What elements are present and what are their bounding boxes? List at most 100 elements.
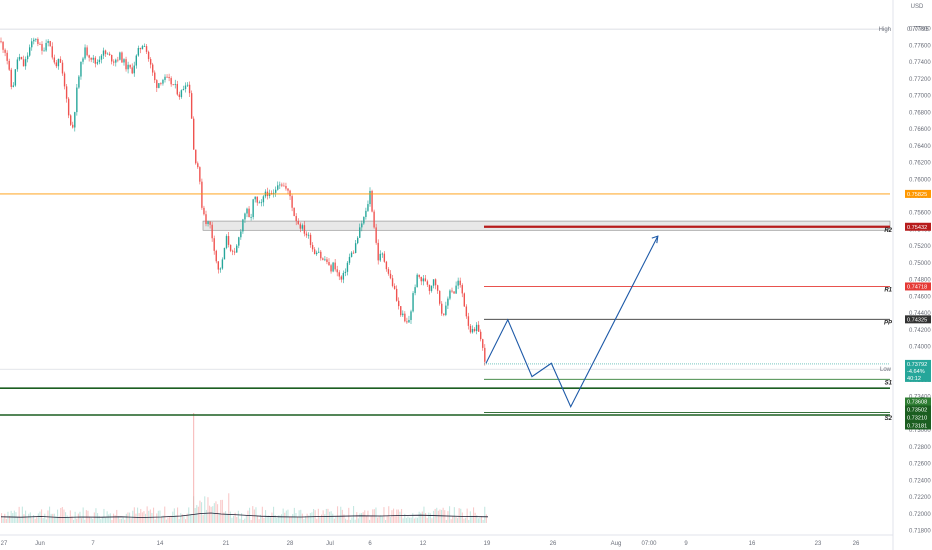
candle-body	[426, 281, 429, 285]
x-tick-label: 28	[287, 541, 294, 547]
candle-body	[197, 163, 199, 168]
volume-bar	[73, 519, 75, 523]
volume-bar	[346, 519, 348, 523]
candle-body	[477, 324, 480, 332]
volume-bar	[356, 512, 358, 523]
volume-bar	[425, 512, 427, 523]
candle-body	[26, 55, 29, 60]
volume-bar	[201, 502, 203, 523]
volume-bar	[125, 513, 127, 523]
candle-body	[51, 46, 53, 58]
last-price-countdown: 40:12	[907, 376, 921, 382]
volume-bars	[0, 413, 489, 523]
candle-body	[55, 62, 58, 67]
volume-bar	[26, 517, 28, 523]
volume-bar	[20, 518, 22, 523]
candle-body	[404, 313, 406, 322]
volume-bar	[156, 513, 158, 523]
level-tag	[905, 315, 931, 324]
candle-body	[441, 303, 443, 314]
volume-bar	[229, 511, 231, 523]
volume-bar	[383, 507, 385, 523]
candle-body	[182, 89, 185, 91]
candle-body	[143, 46, 146, 47]
volume-bar	[1, 513, 3, 523]
y-tick-label: 0.72400	[909, 478, 931, 484]
volume-bar	[394, 515, 396, 523]
volume-bar	[409, 517, 411, 523]
volume-bar	[252, 506, 254, 523]
candle-body	[139, 48, 142, 50]
volume-bar	[151, 512, 153, 523]
volume-bar	[2, 518, 4, 523]
volume-bar	[153, 507, 155, 523]
y-tick-label: 0.77800	[909, 27, 931, 33]
volume-bar	[197, 506, 199, 523]
candle-body	[357, 237, 359, 244]
volume-bar	[133, 507, 135, 523]
candle-body	[453, 291, 455, 294]
candle-body	[354, 243, 357, 253]
y-tick-label: 0.72200	[909, 495, 931, 501]
volume-ma-line	[0, 512, 489, 518]
candle-body	[72, 124, 74, 128]
x-tick-label: 12	[420, 541, 427, 547]
volume-bar	[361, 513, 363, 523]
candle-body	[12, 85, 14, 87]
candle-body	[14, 69, 17, 86]
candle-body	[6, 52, 8, 61]
candle-body	[287, 188, 289, 191]
candle-body	[16, 59, 19, 70]
volume-bar	[124, 519, 126, 523]
volume-bar	[279, 515, 281, 523]
candle-body	[279, 184, 281, 186]
candle-body	[262, 196, 265, 203]
volume-bar	[330, 511, 332, 523]
volume-bar	[447, 511, 449, 523]
volume-bar	[452, 516, 454, 523]
volume-bar	[305, 516, 307, 523]
candle-body	[211, 224, 213, 239]
x-tick-label: Jul	[326, 541, 334, 547]
candle-body	[238, 237, 240, 246]
level-tag-text: 0.74718	[907, 284, 927, 290]
volume-bar	[428, 512, 430, 523]
candle-body	[443, 313, 445, 315]
volume-bar	[21, 506, 23, 523]
volume-bar	[445, 519, 447, 523]
time-axis[interactable]: 27 Jun 7 14 21 28 Jul 6 12 19 26 Aug 07:00 9 16 23 26	[0, 534, 893, 547]
candle-body	[457, 280, 459, 286]
price-axis[interactable]: USD 0.77800 0.77600 0.77400 0.77200 0.77000 0.…	[879, 0, 932, 550]
volume-bar	[263, 517, 265, 523]
candle-body	[410, 311, 412, 320]
level-tag-text: 0.74325	[907, 317, 927, 323]
candle-body	[322, 258, 324, 260]
volume-bar	[242, 519, 244, 523]
candle-body	[455, 285, 457, 294]
candle-body	[377, 242, 379, 261]
candle-body	[86, 47, 88, 56]
volume-bar	[29, 512, 31, 523]
candle-body	[227, 236, 230, 245]
candles	[0, 37, 486, 366]
volume-bar	[397, 509, 399, 523]
volume-bar	[167, 517, 169, 523]
volume-bar	[101, 516, 103, 523]
volume-bar	[261, 506, 263, 523]
volume-bar	[161, 517, 163, 523]
candle-body	[383, 253, 386, 262]
volume-bar	[180, 513, 182, 523]
candle-body	[145, 46, 148, 52]
candle-body	[475, 324, 478, 332]
level-tag-text: 0.73502	[907, 408, 927, 414]
candle-body	[213, 238, 215, 251]
volume-bar	[477, 518, 479, 523]
pivot-levels	[0, 193, 890, 416]
volume-bar	[237, 510, 239, 523]
candle-body	[318, 251, 320, 253]
volume-bar	[49, 506, 51, 523]
candle-body	[381, 253, 383, 255]
volume-bar	[284, 512, 286, 523]
